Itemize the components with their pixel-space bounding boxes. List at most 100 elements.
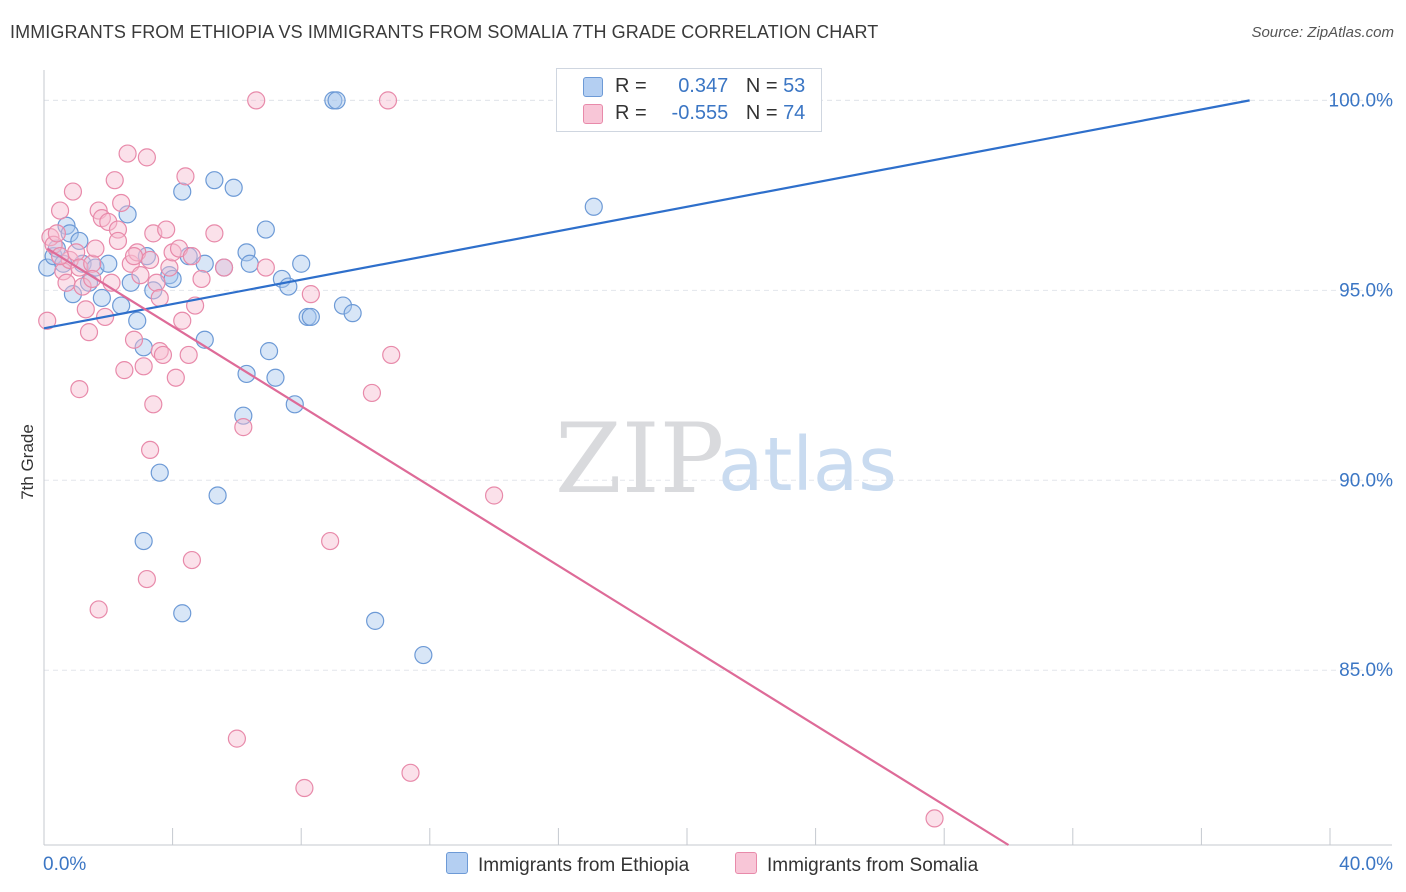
legend-text-somalia: R = -0.555 N = 74	[615, 102, 805, 125]
legend-swatch-somalia	[583, 104, 603, 124]
ethiopia-point	[343, 304, 362, 323]
somalia-point	[99, 212, 118, 232]
legend-text-ethiopia: R = 0.347 N = 53	[615, 75, 805, 98]
somalia-point	[144, 395, 163, 414]
series-legend-ethiopia[interactable]: Immigrants from Ethiopia	[446, 852, 689, 877]
somalia-point	[131, 266, 150, 285]
ethiopia-points	[38, 91, 603, 665]
somalia-point	[140, 250, 160, 270]
correlation-legend: R = 0.347 N = 53 R = -0.555 N = 74	[556, 68, 822, 132]
somalia-points	[38, 91, 944, 828]
somalia-point	[83, 254, 102, 273]
somalia-point	[140, 440, 160, 460]
somalia-point	[173, 311, 192, 330]
ethiopia-point	[173, 604, 192, 623]
legend-n-label: N =	[745, 102, 778, 124]
somalia-point	[70, 380, 89, 399]
series-label-somalia: Immigrants from Somalia	[767, 855, 979, 876]
legend-r-label: R =	[615, 102, 647, 124]
somalia-point	[378, 91, 398, 110]
somalia-point	[321, 531, 340, 551]
legend-swatch-ethiopia	[583, 77, 603, 97]
legend-r-label: R =	[615, 75, 647, 97]
somalia-point	[86, 239, 105, 258]
ethiopia-point	[584, 197, 603, 216]
ethiopia-point	[134, 531, 153, 551]
ethiopia-point	[414, 645, 433, 665]
watermark-zip: ZIP	[555, 403, 724, 515]
watermark-atlas: atlas	[718, 422, 897, 508]
somalia-point	[182, 550, 201, 570]
somalia-point	[137, 148, 156, 167]
somalia-point	[79, 323, 99, 342]
somalia-point	[247, 91, 266, 110]
somalia-point	[176, 167, 195, 186]
series-swatch-somalia	[735, 852, 757, 874]
watermark: ZIP atlas	[555, 403, 897, 515]
somalia-point	[301, 285, 320, 304]
somalia-point	[401, 763, 420, 782]
somalia-point	[147, 273, 166, 292]
ethiopia-point	[205, 171, 224, 190]
ethiopia-point	[256, 220, 275, 239]
somalia-point	[118, 144, 137, 163]
somalia-point	[108, 231, 128, 251]
ethiopia-trend-line	[43, 99, 1250, 330]
chart-title: IMMIGRANTS FROM ETHIOPIA VS IMMIGRANTS F…	[10, 22, 879, 42]
somalia-point	[382, 345, 401, 365]
ethiopia-point	[259, 342, 279, 361]
somalia-point	[182, 247, 201, 266]
series-legend-somalia[interactable]: Immigrants from Somalia	[735, 852, 978, 877]
somalia-point	[67, 243, 86, 262]
somalia-point	[256, 258, 275, 277]
somalia-point	[179, 345, 198, 365]
ethiopia-point	[237, 243, 256, 262]
ethiopia-point	[240, 254, 259, 273]
somalia-point	[925, 809, 944, 828]
somalia-point	[205, 224, 224, 243]
axes	[43, 70, 1392, 846]
legend-n-somalia: 74	[783, 102, 806, 124]
legend-n-label: N =	[745, 75, 778, 97]
x-tick-label-max: 40.0%	[1339, 854, 1393, 875]
legend-r-ethiopia: 0.347	[678, 75, 729, 97]
legend-n-ethiopia: 53	[783, 75, 806, 97]
trend-lines	[43, 99, 1250, 846]
y-tick-label: 85.0%	[1339, 660, 1393, 681]
somalia-point	[50, 201, 70, 220]
somalia-point	[137, 569, 156, 589]
somalia-trend-line	[46, 247, 1010, 846]
ethiopia-point	[292, 254, 311, 273]
somalia-point	[124, 330, 144, 349]
y-axis-label: 7th Grade	[18, 424, 37, 500]
somalia-point	[157, 220, 176, 239]
ethiopia-point	[327, 91, 346, 110]
ethiopia-point	[92, 288, 111, 308]
series-label-ethiopia: Immigrants from Ethiopia	[478, 855, 690, 876]
somalia-point	[150, 288, 169, 308]
y-tick-label: 90.0%	[1339, 470, 1393, 491]
somalia-point	[362, 383, 382, 403]
x-tick-label-min: 0.0%	[43, 854, 86, 875]
somalia-point	[105, 171, 124, 190]
ethiopia-point	[301, 307, 320, 327]
ethiopia-point	[70, 231, 89, 251]
somalia-point	[38, 311, 57, 330]
ethiopia-point	[224, 178, 243, 197]
somalia-point	[153, 345, 173, 365]
ethiopia-point	[150, 463, 169, 482]
somalia-point	[89, 600, 108, 619]
ethiopia-point	[63, 285, 83, 304]
ethiopia-point	[366, 611, 385, 630]
somalia-point	[63, 182, 83, 201]
somalia-point	[166, 368, 185, 387]
ethiopia-point	[266, 368, 285, 387]
somalia-point	[124, 247, 144, 266]
source-label: Source: ZipAtlas.com	[1251, 24, 1394, 41]
somalia-point	[47, 224, 66, 243]
somalia-point	[76, 300, 95, 319]
somalia-point	[192, 269, 211, 289]
series-legend: Immigrants from Ethiopia Immigrants from…	[0, 852, 1406, 878]
y-tick-label: 100.0%	[1329, 90, 1394, 111]
